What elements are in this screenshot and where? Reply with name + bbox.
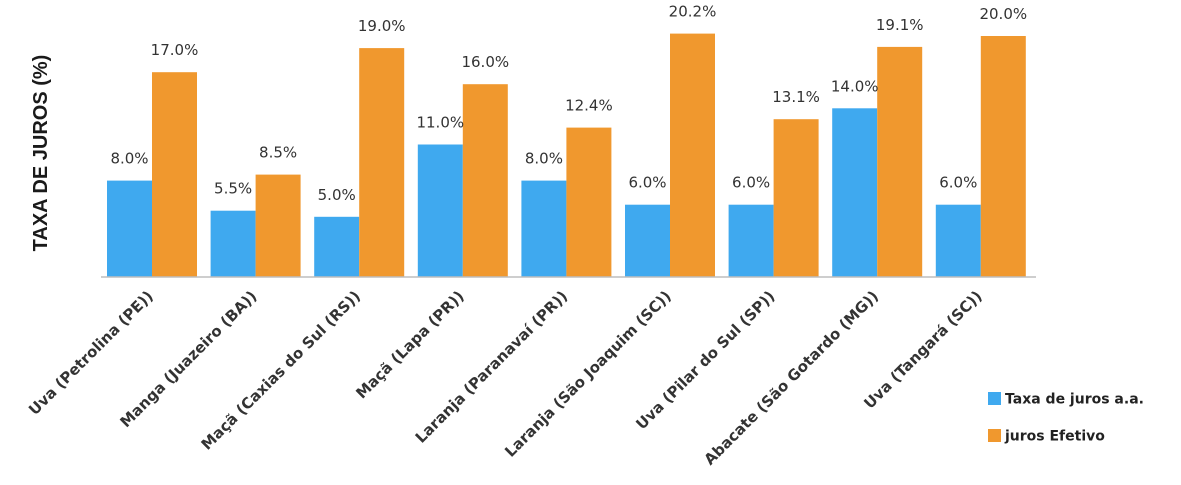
bar-juros-efetivo-6 [773,119,819,277]
x-tick-label-3: Maçã (Lapa (PR)) [352,287,467,402]
x-tick-labels-group: Uva (Petrolina (PE))Manga (Juazeiro (BA)… [25,287,986,469]
value-label-juros-efetivo-3: 16.0% [461,53,509,71]
value-labels-group: 8.0% 17.0% 5.5% 8.5% 5.0% 19.0% 11.0% 16.0% 8.0%… [110,3,1027,204]
value-label-taxa-juros-1: 5.5% [214,180,252,198]
value-label-juros-efetivo-1: 8.5% [259,144,297,162]
value-label-taxa-juros-7: 14.0% [831,77,879,95]
value-label-juros-efetivo-4: 12.4% [565,97,613,115]
value-label-juros-efetivo-6: 13.1% [772,88,820,106]
value-label-juros-efetivo-8: 20.0% [979,5,1027,23]
legend-label-taxa-juros: Taxa de juros a.a. [1005,392,1144,408]
legend-swatch-taxa-juros [988,392,1001,405]
x-tick-label-5: Laranja (São Joaquim (SC)) [501,287,675,461]
bars-group [107,33,1026,278]
bar-juros-efetivo-8 [980,36,1026,277]
bar-juros-efetivo-4 [566,127,612,277]
value-label-juros-efetivo-0: 17.0% [151,41,199,59]
bar-juros-efetivo-7 [877,46,923,278]
value-label-taxa-juros-0: 8.0% [110,150,148,168]
x-tick-label-8: Uva (Tangará (SC)) [860,287,985,412]
bar-taxa-juros-3 [417,144,463,277]
bar-juros-efetivo-1 [255,174,301,277]
x-tick-label-7: Abacate (São Gotardo (MG)) [700,287,882,469]
legend-label-juros-efetivo: juros Efetivo [1004,429,1105,445]
value-label-taxa-juros-5: 6.0% [628,174,666,192]
y-axis-label: TAXA DE JUROS (%) [30,55,52,252]
legend: Taxa de juros a.a. juros Efetivo [988,392,1144,445]
bar-taxa-juros-1 [210,210,256,277]
bar-taxa-juros-8 [935,204,981,277]
value-label-taxa-juros-4: 8.0% [525,150,563,168]
bar-taxa-juros-6 [728,204,774,277]
value-label-taxa-juros-3: 11.0% [416,114,464,132]
bar-juros-efetivo-2 [359,48,405,277]
bar-taxa-juros-5 [625,204,670,277]
value-label-taxa-juros-2: 5.0% [318,186,356,204]
value-label-juros-efetivo-7: 19.1% [876,16,924,34]
legend-swatch-juros-efetivo [988,429,1001,442]
value-label-juros-efetivo-2: 19.0% [358,17,406,35]
bar-taxa-juros-0 [107,180,152,277]
value-label-juros-efetivo-5: 20.2% [669,3,717,21]
bar-taxa-juros-4 [521,180,567,277]
bar-taxa-juros-2 [314,216,360,277]
bar-juros-efetivo-0 [152,72,197,277]
value-label-taxa-juros-8: 6.0% [939,174,977,192]
bar-juros-efetivo-5 [670,33,715,277]
value-label-taxa-juros-6: 6.0% [732,174,770,192]
bar-taxa-juros-7 [832,108,878,277]
bar-juros-efetivo-3 [462,84,508,277]
